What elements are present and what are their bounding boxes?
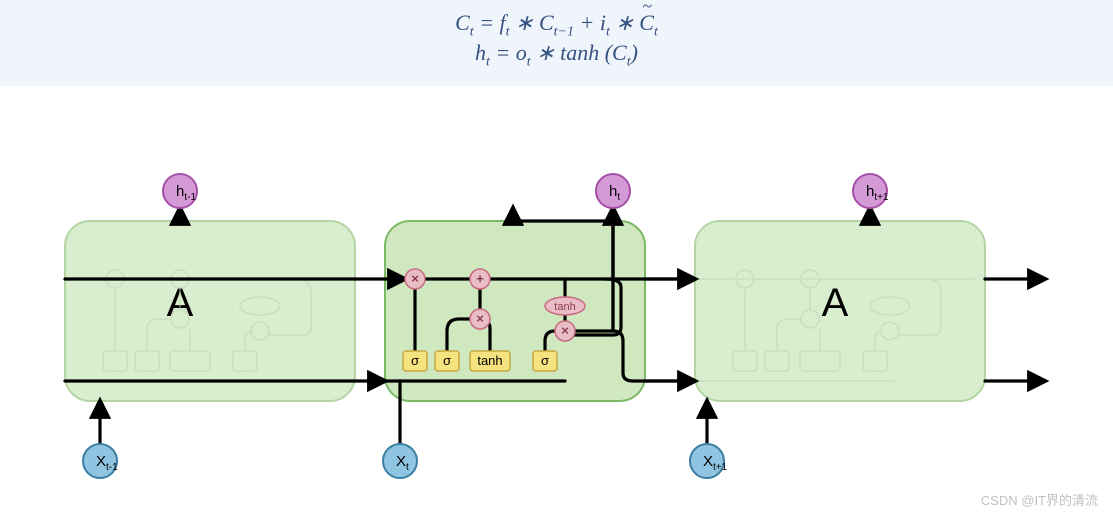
gate-label: tanh bbox=[477, 353, 502, 368]
op-label: × bbox=[561, 323, 569, 338]
gate-label: σ bbox=[443, 353, 451, 368]
gate-label: σ bbox=[411, 353, 419, 368]
equation-line-2: ht = ot ∗ tanh (Ct) bbox=[0, 40, 1113, 70]
lstm-diagram: AAσσtanhσ×+×tanh×ht-1htht+1Xt-1XtXt+1 bbox=[5, 91, 1065, 506]
op-label: + bbox=[476, 271, 484, 286]
op-label: × bbox=[476, 311, 484, 326]
op-label: × bbox=[411, 271, 419, 286]
equation-block: Ct = ft ∗ Ct−1 + it ∗ Ct ht = ot ∗ tanh … bbox=[0, 0, 1113, 86]
lstm-cell-mid bbox=[385, 221, 645, 401]
equation-line-1: Ct = ft ∗ Ct−1 + it ∗ Ct bbox=[0, 10, 1113, 40]
cell-label: A bbox=[822, 281, 849, 325]
op-label: tanh bbox=[554, 301, 575, 313]
watermark: CSDN @IT界的清流 bbox=[981, 490, 1098, 509]
gate-label: σ bbox=[541, 353, 549, 368]
